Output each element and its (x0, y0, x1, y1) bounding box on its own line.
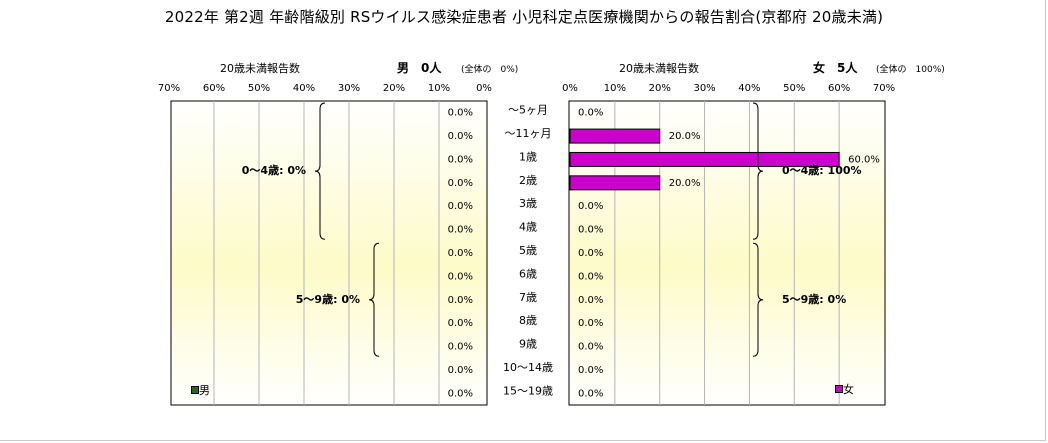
left-total-note: (全体の 0%) (461, 65, 519, 75)
age-category-label: 10～14歳 (503, 361, 553, 374)
female-data-label: 0.0% (578, 388, 603, 399)
female-x-tick-label: 20% (649, 83, 671, 94)
age-category-label: 9歳 (519, 338, 537, 351)
female-data-label: 0.0% (578, 342, 603, 353)
male-data-label: 0.0% (448, 131, 473, 142)
female-bar (569, 128, 661, 144)
male-data-label: 0.0% (448, 365, 473, 376)
male-legend-label: 男 (199, 384, 210, 397)
female-x-tick-label: 10% (604, 83, 626, 94)
female-data-label: 60.0% (848, 154, 880, 165)
female-bar (569, 175, 661, 191)
age-category-labels: ～5ヶ月 ～11ヶ月 1歳 2歳 3歳 4歳 5歳 6歳 7歳 8歳 9歳 10～14歳 15～19歳 (503, 104, 553, 398)
male-data-label: 0.0% (448, 248, 473, 259)
left-subtitle: 20歳未満報告数 (220, 62, 300, 75)
male-data-label: 0.0% (448, 342, 473, 353)
female-x-tick-label: 40% (738, 83, 760, 94)
male-x-tick-label: 20% (383, 83, 405, 94)
female-data-label: 0.0% (578, 295, 603, 306)
female-group-brace (752, 242, 764, 357)
male-data-label: 0.0% (448, 108, 473, 119)
female-group-label: 5～9歳: 0% (782, 292, 846, 306)
male-group-brace (368, 242, 380, 357)
male-x-tick-label: 30% (338, 83, 360, 94)
female-data-label: 0.0% (578, 365, 603, 376)
age-category-label: 7歳 (519, 291, 537, 304)
right-subtitle: 20歳未満報告数 (619, 62, 699, 75)
male-group-label: 5～9歳: 0% (296, 292, 360, 306)
female-x-tick-label: 0% (562, 83, 578, 94)
male-data-label: 0.0% (448, 225, 473, 236)
male-data-label: 0.0% (448, 154, 473, 165)
male-data-label: 0.0% (448, 271, 473, 282)
female-group-brace (752, 102, 764, 240)
male-legend-swatch (191, 386, 199, 394)
female-data-label: 20.0% (669, 131, 701, 142)
male-group-label: 0～4歳: 0% (242, 163, 306, 177)
male-data-label: 0.0% (448, 318, 473, 329)
male-x-tick-label: 40% (293, 83, 315, 94)
male-panel: 70% 60% 50% 40% 30% 20% 10% 0% 0.0% 0.0% 0.0% 0.0% 0… (158, 83, 492, 406)
female-x-tick-label: 70% (873, 83, 895, 94)
male-plot-area (170, 100, 488, 406)
male-data-label: 0.0% (448, 295, 473, 306)
female-data-label: 0.0% (578, 248, 603, 259)
age-category-label: 6歳 (519, 267, 537, 280)
male-x-tick-label: 50% (248, 83, 270, 94)
male-x-tick-label: 60% (203, 83, 225, 94)
female-data-label: 0.0% (578, 108, 603, 119)
male-data-label: 0.0% (448, 201, 473, 212)
age-category-label: 15～19歳 (503, 384, 553, 397)
male-data-label: 0.0% (448, 178, 473, 189)
female-x-tick-label: 60% (828, 83, 850, 94)
female-x-tick-label: 30% (693, 83, 715, 94)
male-x-tick-label: 0% (476, 83, 492, 94)
female-x-tick-label: 50% (783, 83, 805, 94)
female-plot-area (568, 100, 886, 406)
age-category-label: ～5ヶ月 (508, 104, 548, 117)
female-data-label: 20.0% (669, 178, 701, 189)
female-data-label: 0.0% (578, 271, 603, 282)
female-data-label: 0.0% (578, 201, 603, 212)
age-category-label: 8歳 (519, 314, 537, 327)
male-x-tick-label: 70% (158, 83, 180, 94)
male-x-tick-label: 10% (428, 83, 450, 94)
female-legend-label: 女 (843, 383, 854, 396)
age-category-label: 2歳 (519, 174, 537, 187)
age-category-label: 1歳 (519, 150, 537, 163)
female-group-label: 0～4歳: 100% (782, 163, 862, 177)
male-group-brace (314, 102, 326, 240)
age-category-label: ～11ヶ月 (505, 127, 552, 140)
male-data-label: 0.0% (448, 388, 473, 399)
age-category-label: 4歳 (519, 221, 537, 234)
left-sex-label: 男 0人 (397, 61, 442, 75)
age-category-label: 5歳 (519, 244, 537, 257)
right-sex-label: 女 5人 (813, 61, 858, 75)
female-data-label: 0.0% (578, 225, 603, 236)
age-category-label: 3歳 (519, 197, 537, 210)
right-total-note: (全体の 100%) (876, 65, 945, 75)
female-bar (569, 151, 840, 167)
chart-title: 2022年 第2週 年齢階級別 RSウイルス感染症患者 小児科定点医療機関からの… (164, 8, 884, 26)
female-legend-swatch (835, 385, 843, 393)
female-panel: 0% 10% 20% 30% 40% 50% 60% 70% 0.0% 20.0% 60.0% 20.… (562, 83, 895, 406)
female-data-label: 0.0% (578, 318, 603, 329)
